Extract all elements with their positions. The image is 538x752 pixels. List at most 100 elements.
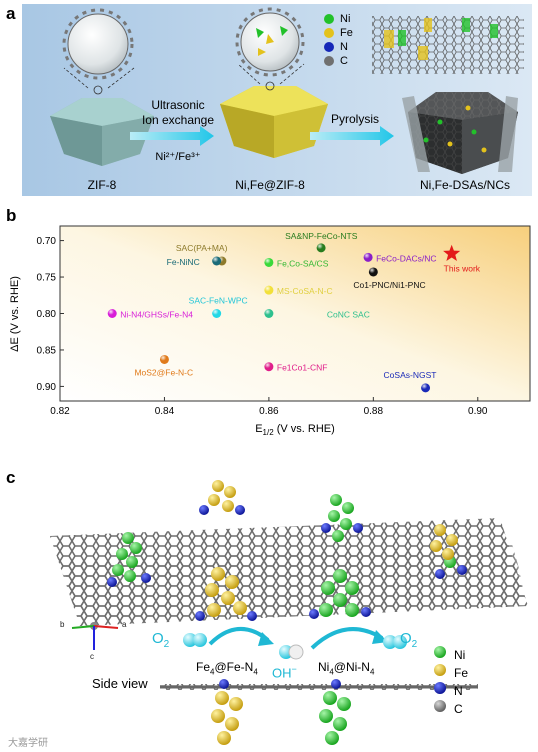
zif8-cage [62,8,134,80]
fe-cluster-top [199,480,245,515]
zif8-crystal [50,98,154,166]
legend-ni-dot [324,14,334,24]
fe-cluster-side [211,691,243,745]
chart-xlabel: E1/2 (V vs. RHE) [255,423,335,437]
data-point-shine [368,267,378,277]
graphene-sheet-top [372,16,524,74]
fe-site-label: Fe4@Fe-N4 [196,660,258,676]
side-view-slab [160,679,478,690]
graphene-slab [50,518,528,626]
fe-cluster-front [195,567,257,621]
point-label: Fe1Co1-CNF [277,363,328,373]
data-point-shine [316,243,326,253]
watermark: 大嘉学研 [8,738,48,749]
legend-fe: Fe [340,27,353,39]
o2-left-text: O [152,630,164,647]
data-point-shine [264,309,274,318]
point-this-work-star [443,244,461,261]
arrow1-reagents: Ni²⁺/Fe³⁺ [155,151,201,163]
x-tick-label: 0.84 [155,406,175,417]
axis-c-text: c [90,652,94,661]
o2-right-text: O [400,630,412,647]
legend-fe-dot [324,28,334,38]
fe-cluster-right [430,524,458,560]
panel-a-label: a [6,4,16,23]
panel-c-label: c [6,468,16,487]
x-tick-label: 0.86 [259,406,279,417]
nife-zif8-cage [235,7,305,77]
x-tick-label: 0.90 [468,406,488,417]
o2-molecule-right [383,635,407,649]
oh-molecule [279,644,304,660]
arrow2-caption: Pyrolysis [330,112,379,126]
point-label: Co1-PNC/Ni1-PNC [353,280,425,290]
fe-site-sub1: 4 [210,667,215,677]
o2-molecule-left [183,633,207,647]
arrow1-caption: Ultrasonic Ion exchange [130,98,226,128]
fe-site-a: Fe [196,660,211,674]
y-tick-label: 0.70 [37,236,57,247]
ni-site-sub1: 4 [329,667,334,677]
o2-left-sub: 2 [163,639,170,650]
point-label: SAC(PA+MA) [176,243,228,253]
o2-right-sub: 2 [411,639,418,650]
point-label: MS-CoSA-N-C [277,286,333,296]
legend-n: N [340,41,348,53]
legend-c-ni: Ni [454,648,466,662]
panel-a-figure [22,4,532,196]
zif8-label: ZIF-8 [87,178,117,192]
ni-cluster-left [107,532,151,587]
nife-zif8-label: Ni,Fe@ZIF-8 [235,178,305,192]
nife-zif8-crystal [220,86,328,158]
point-label: Ni-N4/GHSs/Fe-N4 [120,310,193,320]
o2-left-label: O2 [152,630,169,650]
point-label: FeCo-DACs/NC [376,253,436,263]
point-label: This work [444,264,481,274]
fe-site-sub2: 4 [253,667,258,677]
legend-c-ni-dot [434,646,446,658]
legend-n-dot [324,42,334,52]
legend-c-fe: Fe [454,666,469,680]
data-point-shine [363,252,373,262]
y-tick-label: 0.75 [37,273,57,284]
point-label: Fe,Co-SA/CS [277,258,329,268]
data-point-shine [264,285,274,295]
ni-site-b: @Ni-N [333,660,370,674]
point-label: CoNC SAC [327,310,370,320]
ni-cluster-bottom-right [435,556,467,579]
point-label: CoSAs-NGST [384,370,437,380]
data-point-shine [212,256,222,266]
data-point-shine [264,257,274,267]
panel-c-legend: Ni Fe N C [454,646,468,718]
pyrolysis-arrow [310,126,394,146]
ni-cluster-side [319,691,351,745]
point-label: SA&NP-FeCo-NTS [285,231,358,241]
ni-site-a: Ni [318,660,330,674]
y-tick-label: 0.90 [37,382,57,393]
ni-cluster-front [309,569,371,619]
data-point-shine [421,383,431,393]
panel-a-legend: Ni Fe N C [340,12,353,68]
data-point-shine [212,309,222,318]
oh-label: OH− [272,664,297,680]
data-point-shine [159,354,169,364]
legend-c-c: C [454,702,463,716]
legend-c-dot [324,56,334,66]
oh-text: OH [272,665,292,681]
data-point-shine [107,309,117,318]
arrow1-line2: Ion exchange [141,113,215,127]
oh-sup: − [291,664,297,674]
point-label: SAC-FeN-WPC [189,296,248,306]
side-view-label: Side view [92,676,148,691]
legend-c-n-dot [434,682,446,694]
data-point-shine [264,362,274,372]
ni-cluster-right [321,494,363,542]
arrow1-line1: Ultrasonic [151,98,205,112]
x-tick-label: 0.82 [50,406,70,417]
legend-c: C [340,55,348,67]
panel-a-legend-markers [324,14,334,66]
reaction-arrow-right [310,627,384,650]
x-tick-label: 0.88 [364,406,384,417]
ni-site-sub2: 4 [369,667,375,677]
nife-dsas-label: Ni,Fe-DSAs/NCs [419,178,510,192]
